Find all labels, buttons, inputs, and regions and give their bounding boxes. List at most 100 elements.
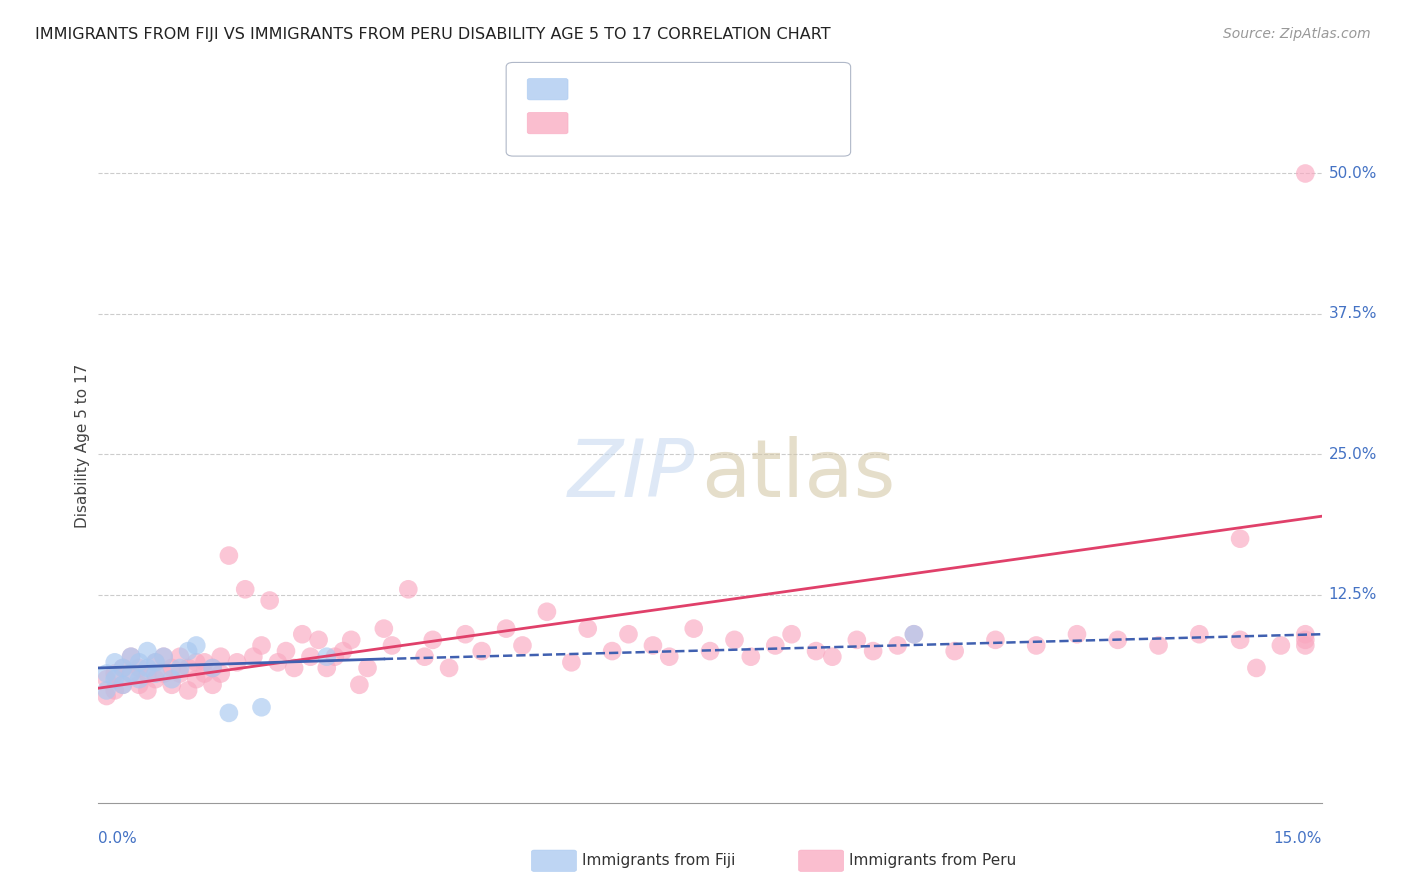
Point xyxy=(984,632,1007,647)
Point xyxy=(104,666,127,681)
Point xyxy=(1294,627,1316,641)
Text: ZIP: ZIP xyxy=(568,435,696,514)
Point xyxy=(250,700,273,714)
Point xyxy=(218,706,240,720)
Point xyxy=(763,639,786,653)
Point xyxy=(120,666,142,681)
Point xyxy=(576,622,599,636)
Point xyxy=(193,656,215,670)
Point xyxy=(145,656,167,670)
Point xyxy=(340,632,363,647)
Point xyxy=(201,661,224,675)
Point xyxy=(136,644,159,658)
Point xyxy=(128,672,150,686)
Point xyxy=(111,661,134,675)
Point xyxy=(267,656,290,670)
Point xyxy=(332,644,354,658)
Point xyxy=(1188,627,1211,641)
Point xyxy=(323,649,346,664)
Point xyxy=(104,672,127,686)
Point xyxy=(177,661,200,675)
Point xyxy=(274,644,297,658)
Point xyxy=(600,644,623,658)
Point xyxy=(381,639,404,653)
Point xyxy=(471,644,494,658)
Point xyxy=(111,678,134,692)
Point xyxy=(349,678,371,692)
Point xyxy=(943,644,966,658)
Point xyxy=(104,656,127,670)
Point xyxy=(186,639,208,653)
Point xyxy=(104,683,127,698)
Point xyxy=(1246,661,1268,675)
Point xyxy=(218,549,240,563)
Point xyxy=(152,666,174,681)
Point xyxy=(201,678,224,692)
Point xyxy=(209,649,232,664)
Point xyxy=(96,672,118,686)
Point xyxy=(903,627,925,641)
Point xyxy=(96,666,118,681)
Point xyxy=(308,632,330,647)
Point xyxy=(283,661,305,675)
Text: 25.0%: 25.0% xyxy=(1329,447,1376,462)
Point xyxy=(682,622,704,636)
Text: R = 0.154   N = 24: R = 0.154 N = 24 xyxy=(572,82,724,96)
Point xyxy=(1025,639,1047,653)
Point xyxy=(136,666,159,681)
Point xyxy=(1294,639,1316,653)
Point xyxy=(845,632,868,647)
Point xyxy=(201,661,224,675)
Point xyxy=(152,649,174,664)
Point xyxy=(145,656,167,670)
Point xyxy=(1294,166,1316,180)
Point xyxy=(128,661,150,675)
Point xyxy=(437,661,460,675)
Point xyxy=(111,661,134,675)
Point xyxy=(128,656,150,670)
Point xyxy=(169,661,191,675)
Point xyxy=(413,649,436,664)
Point xyxy=(641,639,664,653)
Point xyxy=(160,661,183,675)
Point xyxy=(617,627,640,641)
Text: 12.5%: 12.5% xyxy=(1329,588,1376,602)
Point xyxy=(145,672,167,686)
Point xyxy=(903,627,925,641)
Text: IMMIGRANTS FROM FIJI VS IMMIGRANTS FROM PERU DISABILITY AGE 5 TO 17 CORRELATION : IMMIGRANTS FROM FIJI VS IMMIGRANTS FROM … xyxy=(35,27,831,42)
Point xyxy=(1229,632,1251,647)
Point xyxy=(136,683,159,698)
Point xyxy=(96,689,118,703)
Point xyxy=(233,582,256,597)
Point xyxy=(1107,632,1129,647)
Point xyxy=(120,666,142,681)
Y-axis label: Disability Age 5 to 17: Disability Age 5 to 17 xyxy=(75,364,90,528)
Point xyxy=(315,661,337,675)
Point xyxy=(862,644,884,658)
Point xyxy=(209,666,232,681)
Point xyxy=(259,593,281,607)
Point xyxy=(512,639,534,653)
Point xyxy=(1270,639,1292,653)
Point xyxy=(536,605,558,619)
Point xyxy=(422,632,444,647)
Point xyxy=(120,649,142,664)
Point xyxy=(186,656,208,670)
Text: 15.0%: 15.0% xyxy=(1274,831,1322,846)
Point xyxy=(495,622,517,636)
Point xyxy=(193,666,215,681)
Point xyxy=(177,683,200,698)
Point xyxy=(299,649,322,664)
Point xyxy=(136,661,159,675)
Text: 37.5%: 37.5% xyxy=(1329,307,1376,321)
Point xyxy=(699,644,721,658)
Text: Source: ZipAtlas.com: Source: ZipAtlas.com xyxy=(1223,27,1371,41)
Point xyxy=(145,666,167,681)
Point xyxy=(1066,627,1088,641)
Point xyxy=(186,672,208,686)
Point xyxy=(250,639,273,653)
Point xyxy=(780,627,803,641)
Point xyxy=(120,649,142,664)
Point xyxy=(160,678,183,692)
Point xyxy=(804,644,827,658)
